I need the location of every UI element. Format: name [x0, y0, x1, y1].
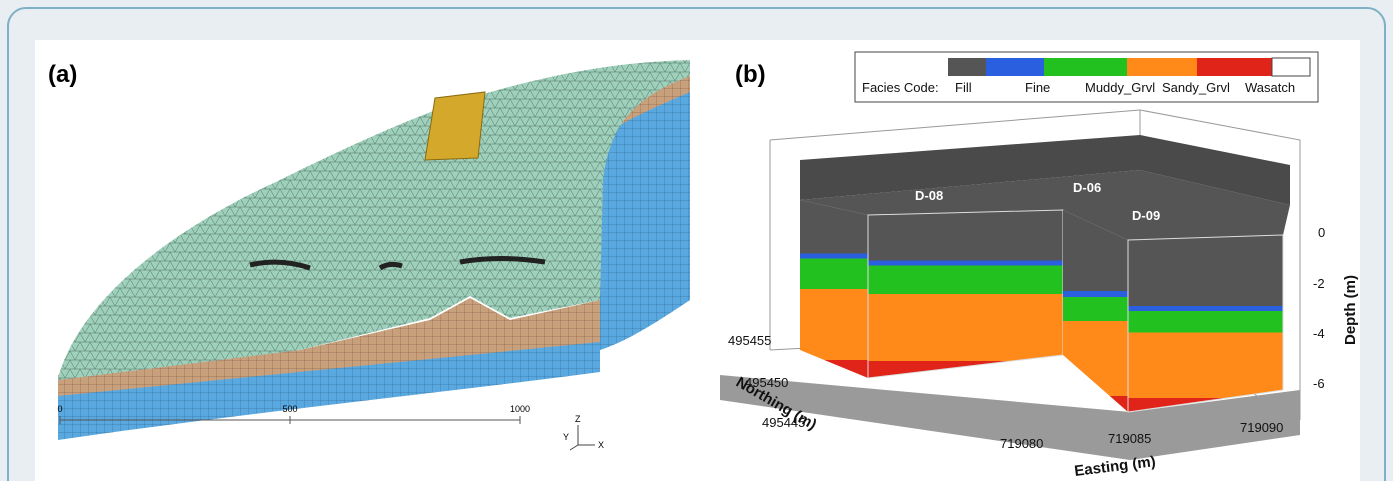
northing-tick: 495445	[762, 415, 805, 430]
legend-swatch	[1197, 58, 1272, 76]
easting-tick: 719080	[1000, 436, 1043, 451]
terrain-surface	[58, 60, 690, 380]
pad	[424, 91, 486, 161]
legend-item: Fine	[1025, 80, 1050, 95]
terrain-front-soil	[58, 298, 600, 396]
depth-tick: -6	[1313, 376, 1325, 391]
axis-letter: X	[598, 440, 604, 450]
axis-letter: Z	[575, 414, 581, 424]
terrain-side	[600, 75, 690, 350]
legend-title: Facies Code:	[862, 80, 939, 95]
legend-swatch	[1044, 58, 1127, 76]
panel-b: (b) Facies Code: Fill Fine Muddy_Grvl Sa…	[720, 51, 1359, 480]
northing-tick: 495455	[728, 333, 771, 348]
block-top-back	[800, 135, 1290, 205]
northing-tick: 495450	[745, 375, 788, 390]
depth-tick: 0	[1318, 225, 1325, 240]
depressions	[249, 256, 546, 271]
panel-a: (a) 0 500 1000 Y Z X	[48, 60, 690, 451]
block-face-d06	[1063, 210, 1128, 412]
depth-tick: -2	[1313, 276, 1325, 291]
block-face-left	[800, 200, 868, 378]
scale-label: 500	[282, 404, 297, 414]
well-label: D-06	[1073, 180, 1101, 195]
legend-swatch	[948, 58, 986, 76]
block-face-d09	[1127, 234, 1284, 413]
legend-swatch	[986, 58, 1044, 76]
well-label: D-09	[1132, 208, 1160, 223]
well-label: D-08	[915, 188, 943, 203]
block-top	[800, 170, 1290, 240]
axes-triad	[569, 425, 595, 451]
legend-item: Wasatch	[1245, 80, 1295, 95]
legend-item: Muddy_Grvl	[1085, 80, 1155, 95]
scale-label: 1000	[510, 404, 530, 414]
easting-tick: 719090	[1240, 420, 1283, 435]
block-face-d08	[867, 209, 1064, 379]
panel-label: (a)	[48, 61, 77, 88]
terrain-front-blue	[58, 340, 600, 440]
legend-swatch	[1127, 58, 1197, 76]
scale-label: 0	[57, 404, 62, 414]
easting-tick: 719085	[1108, 431, 1151, 446]
axis-letter: Y	[563, 432, 569, 442]
legend-item: Fill	[955, 80, 972, 95]
depth-tick: -4	[1313, 326, 1325, 341]
legend-swatch	[1271, 57, 1311, 77]
bounding-box	[769, 109, 1301, 421]
depth-title: Depth (m)	[1342, 275, 1359, 345]
panel-label: (b)	[735, 61, 766, 88]
floor	[720, 375, 1300, 460]
legend-item: Sandy_Grvl	[1162, 80, 1230, 95]
